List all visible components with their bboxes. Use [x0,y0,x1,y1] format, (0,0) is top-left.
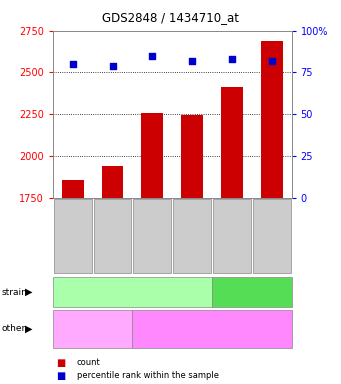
Bar [261,41,283,198]
Bar [102,166,123,198]
Point [110,63,115,69]
Text: GSM158359: GSM158359 [149,214,155,258]
Text: count: count [77,358,101,367]
Text: functional Notch: functional Notch [177,324,247,333]
Text: GSM158357: GSM158357 [70,214,76,258]
Text: other: other [2,324,26,333]
Bar [62,180,84,198]
Text: transgenic: transgenic [108,288,157,297]
Text: GSM158361: GSM158361 [189,214,195,258]
Text: ■: ■ [56,358,65,368]
Point [269,58,275,64]
Text: percentile rank within the sample: percentile rank within the sample [77,371,219,380]
Text: GSM158363: GSM158363 [269,214,275,258]
Text: wild type: wild type [231,288,272,297]
Point [150,53,155,59]
Text: ■: ■ [56,371,65,381]
Text: GSM158360: GSM158360 [109,214,116,258]
Point [229,56,235,62]
Text: strain: strain [2,288,28,297]
Text: GSM158362: GSM158362 [229,214,235,258]
Point [70,61,75,67]
Text: no functional
Notch1: no functional Notch1 [65,319,120,338]
Bar [181,114,203,198]
Text: ▶: ▶ [25,324,32,334]
Bar [142,113,163,198]
Text: ▶: ▶ [25,287,32,297]
Text: GDS2848 / 1434710_at: GDS2848 / 1434710_at [102,11,239,24]
Point [189,58,195,64]
Bar [221,87,243,198]
